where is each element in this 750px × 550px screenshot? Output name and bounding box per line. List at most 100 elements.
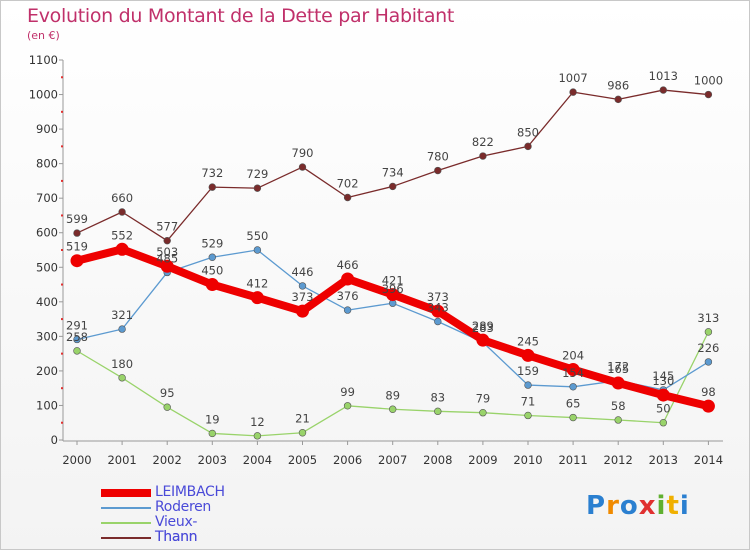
y-minor-tick — [61, 387, 63, 390]
data-label-leimbach: 466 — [337, 258, 359, 272]
data-label-roderen: 376 — [337, 289, 359, 303]
x-tick-label: 2007 — [378, 453, 407, 467]
data-label-roderen: 550 — [246, 229, 268, 243]
data-label-roderen: 529 — [201, 236, 223, 250]
data-point-thann — [163, 236, 171, 245]
y-tick-label: 1100 — [29, 53, 58, 67]
x-tick-label: 2001 — [107, 453, 136, 467]
data-point-leimbach — [296, 304, 309, 318]
data-label-roderen: 485 — [156, 251, 178, 265]
legend-label: LEIMBACH — [155, 484, 225, 500]
data-label-thann: 660 — [111, 191, 133, 205]
data-label-thann: 986 — [607, 78, 629, 92]
logo-letter: r — [606, 491, 620, 521]
data-label-thann: 790 — [292, 146, 314, 160]
data-point-vieux-thann — [659, 419, 667, 427]
y-minor-tick — [61, 179, 63, 182]
y-tick-label: 800 — [36, 157, 58, 171]
data-point-leimbach — [431, 304, 445, 318]
data-label-roderen: 321 — [111, 308, 133, 322]
data-point-roderen — [569, 383, 577, 391]
data-label-leimbach: 165 — [607, 362, 629, 376]
x-tick-label: 2009 — [468, 453, 497, 467]
data-point-leimbach — [115, 242, 129, 256]
data-point-roderen — [253, 246, 262, 254]
data-label-roderen: 145 — [652, 369, 674, 383]
y-minor-tick — [61, 145, 63, 148]
data-point-leimbach — [205, 278, 219, 292]
data-point-thann — [343, 193, 352, 202]
data-label-vieux-thann: 313 — [697, 311, 719, 325]
y-tick-label: 600 — [36, 226, 58, 240]
y-minor-tick — [61, 214, 63, 217]
x-tick-label: 2002 — [153, 453, 182, 467]
data-point-thann — [479, 152, 487, 160]
data-label-leimbach: 130 — [652, 374, 674, 388]
x-tick-label: 2013 — [649, 453, 678, 467]
data-label-vieux-thann: 65 — [566, 397, 581, 411]
data-label-vieux-thann: 99 — [340, 385, 355, 399]
y-minor-tick — [61, 249, 63, 251]
data-point-leimbach — [341, 272, 355, 286]
data-point-leimbach — [701, 399, 715, 413]
data-point-roderen — [434, 317, 442, 326]
data-point-vieux-thann — [524, 411, 532, 420]
y-tick-label: 1000 — [29, 88, 58, 102]
data-point-thann — [614, 95, 622, 104]
logo-letter: i — [679, 491, 690, 521]
data-point-vieux-thann — [569, 413, 577, 422]
data-point-leimbach — [476, 333, 490, 347]
legend-label: Vieux-Thann — [155, 514, 198, 545]
data-label-thann: 1000 — [694, 74, 723, 88]
data-point-leimbach — [70, 254, 84, 268]
data-label-roderen: 172 — [607, 360, 629, 374]
data-point-vieux-thann — [163, 403, 171, 411]
data-point-thann — [389, 182, 397, 191]
legend-swatch — [101, 537, 151, 539]
x-tick-label: 2003 — [198, 453, 227, 467]
y-tick-label: 100 — [36, 398, 58, 412]
y-minor-tick — [61, 421, 63, 424]
data-point-vieux-thann — [389, 405, 397, 413]
data-label-vieux-thann: 83 — [430, 390, 445, 404]
logo-letter: i — [656, 491, 667, 521]
data-point-leimbach — [656, 388, 670, 402]
x-tick-label: 2004 — [243, 453, 272, 467]
data-point-thann — [208, 183, 217, 191]
data-label-thann: 1013 — [649, 69, 678, 83]
data-label-roderen: 343 — [427, 301, 449, 315]
legend-swatch — [101, 522, 151, 524]
y-tick-label: 500 — [36, 260, 58, 274]
x-tick-label: 2012 — [604, 453, 633, 467]
data-point-vieux-thann — [298, 429, 307, 437]
data-label-thann: 702 — [337, 176, 359, 190]
data-label-roderen: 396 — [382, 282, 404, 296]
data-point-roderen — [704, 358, 713, 366]
data-label-leimbach: 412 — [246, 277, 268, 291]
data-label-roderen: 226 — [697, 341, 719, 355]
data-point-thann — [118, 208, 126, 216]
legend-label: Thann — [155, 529, 198, 545]
x-tick-label: 2008 — [423, 453, 452, 467]
x-tick-label: 2014 — [694, 453, 723, 467]
data-point-roderen — [73, 335, 81, 344]
data-point-leimbach — [250, 291, 264, 305]
y-tick-label: 200 — [36, 364, 58, 378]
legend-swatch — [101, 489, 151, 497]
data-point-roderen — [118, 325, 126, 333]
data-label-leimbach: 519 — [66, 240, 88, 254]
data-label-roderen: 291 — [66, 318, 88, 332]
y-tick-label: 900 — [36, 122, 58, 136]
data-point-thann — [659, 86, 667, 94]
data-label-vieux-thann: 21 — [295, 412, 310, 426]
data-point-leimbach — [521, 348, 535, 362]
legend-label: Roderen — [155, 499, 211, 515]
logo-letter: x — [638, 491, 657, 521]
data-point-thann — [298, 163, 307, 171]
data-label-vieux-thann: 79 — [476, 392, 491, 406]
y-minor-tick — [61, 76, 63, 79]
data-point-roderen — [343, 306, 352, 314]
data-label-vieux-thann: 58 — [611, 399, 626, 413]
